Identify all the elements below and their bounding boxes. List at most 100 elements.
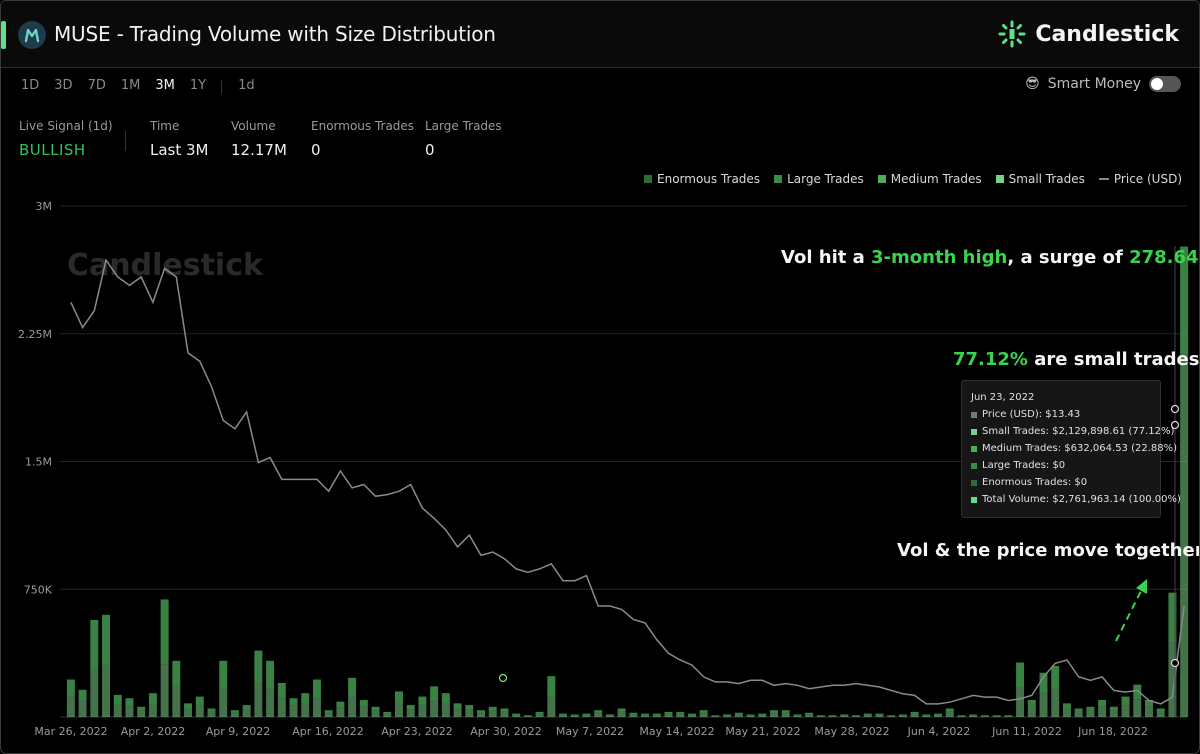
bar-medium-trades xyxy=(957,715,966,716)
range-3D[interactable]: 3D xyxy=(54,78,73,93)
y-tick-label: 1.5M xyxy=(25,456,52,469)
bar-medium-trades xyxy=(770,710,778,713)
legend-medium[interactable]: Medium Trades xyxy=(877,172,982,186)
bar-small-trades xyxy=(793,715,802,717)
tooltip-large: Large Trades: $0 xyxy=(971,460,1065,471)
legend-swatch xyxy=(644,175,652,183)
smart-money-control: 😎 Smart Money xyxy=(1025,76,1181,92)
range-7D[interactable]: 7D xyxy=(87,78,106,93)
smart-money-label: Smart Money xyxy=(1047,76,1141,92)
legend-label: Enormous Trades xyxy=(657,172,761,186)
bar-medium-trades xyxy=(547,676,556,697)
legend-enormous[interactable]: Enormous Trades xyxy=(644,172,760,186)
legend-large[interactable]: Large Trades xyxy=(774,172,864,186)
legend-swatch xyxy=(995,175,1004,183)
bar-small-trades xyxy=(1039,692,1048,717)
legend-swatch xyxy=(774,175,783,183)
x-tick-label: May 7, 2022 xyxy=(556,725,624,738)
bar-medium-trades xyxy=(922,714,931,716)
bar-medium-trades xyxy=(289,698,298,706)
bar-small-trades xyxy=(840,715,849,717)
bar-medium-trades xyxy=(816,715,825,716)
bar-medium-trades xyxy=(1004,715,1013,716)
hover-marker-price xyxy=(1170,404,1180,414)
bar-small-trades xyxy=(547,696,556,717)
bar-medium-trades xyxy=(1086,706,1095,711)
bar-small-trades xyxy=(1086,710,1095,717)
bar-small-trades xyxy=(664,713,673,717)
bar-small-trades xyxy=(1074,711,1083,717)
x-tick-label: Apr 30, 2022 xyxy=(470,725,542,738)
bar-medium-trades xyxy=(277,682,286,699)
bar-medium-trades xyxy=(266,660,275,689)
bar-small-trades xyxy=(1004,715,1013,717)
bar-medium-trades xyxy=(348,677,357,696)
bar-small-trades xyxy=(277,698,286,717)
bar-small-trades xyxy=(66,696,75,717)
range-1Y[interactable]: 1Y xyxy=(189,78,207,93)
tooltip-price: Price (USD): $13.43 xyxy=(971,409,1080,420)
bar-small-trades xyxy=(477,712,485,717)
annotation-small-trades: 77.12% are small trades xyxy=(953,349,1199,370)
tooltip-total: Total Volume: $2,761,963.14 (100.00%) xyxy=(971,494,1181,505)
bar-medium-trades xyxy=(488,706,497,711)
legend-price[interactable]: Price (USD) xyxy=(1098,172,1182,186)
tooltip-enormous: Enormous Trades: $0 xyxy=(971,477,1087,488)
bar-small-trades xyxy=(758,714,767,717)
range-3M[interactable]: 3M xyxy=(155,78,175,93)
bar-small-trades xyxy=(687,714,696,717)
stats-divider xyxy=(125,131,126,151)
smart-money-toggle[interactable] xyxy=(1149,76,1181,92)
tooltip-small: Small Trades: $2,129,898.61 (77.12%) xyxy=(971,426,1174,437)
bar-small-trades xyxy=(359,706,368,717)
bar-medium-trades xyxy=(184,703,193,709)
sunglasses-emoji-icon: 😎 xyxy=(1025,76,1040,92)
bar-small-trades xyxy=(148,705,157,717)
range-1D[interactable]: 1D xyxy=(21,78,40,93)
bar-small-trades xyxy=(512,714,521,717)
bar-small-trades xyxy=(980,715,989,717)
bar-medium-trades xyxy=(980,715,989,716)
bar-medium-trades xyxy=(781,710,790,713)
time-value: Last 3M xyxy=(150,141,209,159)
chart-tooltip: Jun 23, 2022 Price (USD): $13.43 Small T… xyxy=(961,380,1181,518)
bar-small-trades xyxy=(676,713,685,717)
bar-medium-trades xyxy=(676,711,685,714)
trend-arrow xyxy=(1115,588,1143,642)
range-1M[interactable]: 1M xyxy=(120,78,141,93)
annotation-high: Vol hit a 3-month high, a surge of 278.6… xyxy=(781,247,1199,268)
bar-medium-trades xyxy=(78,689,87,701)
bar-medium-trades xyxy=(594,710,603,713)
bar-medium-trades xyxy=(90,619,99,669)
bar-medium-trades xyxy=(242,705,251,710)
bar-small-trades xyxy=(723,715,732,717)
x-tick-label: Apr 16, 2022 xyxy=(292,725,364,738)
range-divider xyxy=(221,80,223,94)
bar-small-trades xyxy=(172,686,181,717)
bar-small-trades xyxy=(816,715,825,717)
bar-small-trades xyxy=(395,702,403,717)
enormous-value: 0 xyxy=(311,141,321,159)
bar-medium-trades xyxy=(430,686,439,702)
bar-small-trades xyxy=(324,712,333,717)
x-tick-label: May 21, 2022 xyxy=(725,725,800,738)
bar-medium-trades xyxy=(723,714,732,716)
signal-value: BULLISH xyxy=(19,141,86,159)
interval-1d[interactable]: 1d xyxy=(238,78,255,93)
bar-small-trades xyxy=(898,715,907,717)
tooltip-date: Jun 23, 2022 xyxy=(971,392,1035,403)
bar-small-trades xyxy=(1098,706,1107,717)
bar-medium-trades xyxy=(582,713,591,715)
watermark: Candlestick xyxy=(67,248,264,283)
bar-small-trades xyxy=(535,713,544,717)
bar-small-trades xyxy=(910,713,919,717)
ann-percent: 77.12% xyxy=(953,349,1028,370)
bar-small-trades xyxy=(770,712,778,717)
bar-small-trades xyxy=(711,715,720,717)
bar-small-trades xyxy=(570,715,579,717)
tooltip-text: Total Volume: $2,761,963.14 (100.00%) xyxy=(982,494,1181,505)
tooltip-text: Large Trades: $0 xyxy=(982,460,1066,471)
legend-small[interactable]: Small Trades xyxy=(995,172,1085,186)
bar-small-trades xyxy=(1016,687,1025,717)
